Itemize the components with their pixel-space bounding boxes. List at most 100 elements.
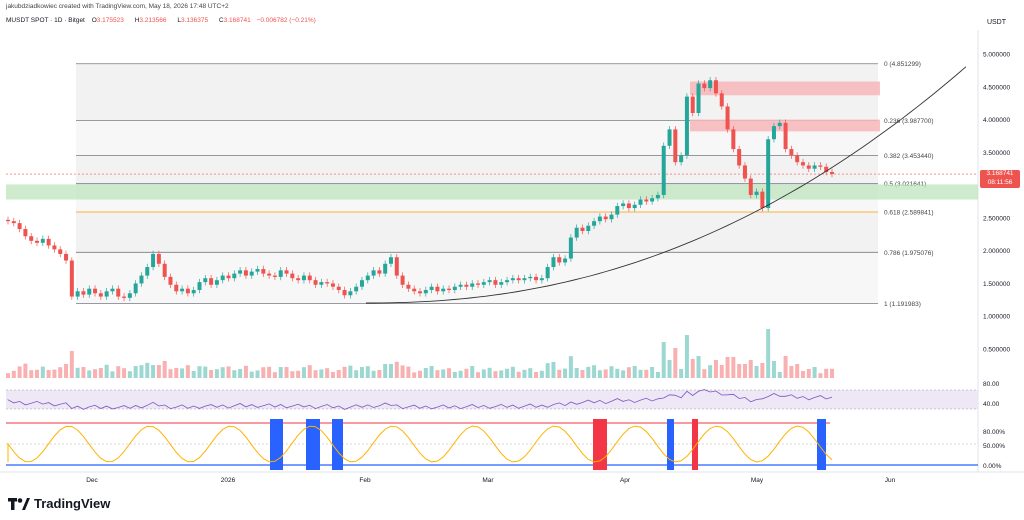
candle-body	[249, 271, 254, 276]
candle-body	[731, 129, 736, 150]
volume-bar	[679, 369, 684, 378]
volume-bar	[267, 366, 272, 378]
volume-bar	[93, 369, 98, 378]
volume-bar	[708, 365, 713, 378]
y-tick-label: 4.500000	[983, 84, 1010, 91]
candle-body	[87, 288, 92, 295]
volume-bar	[342, 366, 347, 378]
candle-body	[261, 269, 266, 274]
volume-bar	[830, 368, 834, 378]
candle-body	[592, 221, 597, 226]
volume-bar	[673, 348, 678, 378]
candle-body	[481, 282, 486, 285]
candle-body	[632, 204, 637, 209]
volume-bar	[209, 370, 214, 378]
parabolic-trendline	[366, 66, 967, 304]
candle-body	[470, 283, 475, 287]
candle-body	[209, 278, 214, 285]
candle-body	[69, 260, 74, 297]
volume-bar	[580, 370, 585, 378]
candle-body	[499, 282, 504, 285]
volume-bar	[243, 365, 248, 378]
candle-body	[545, 267, 550, 279]
candle-body	[139, 275, 144, 284]
volume-bar	[168, 369, 173, 378]
x-tick-label: Jun	[885, 477, 896, 484]
candle-body	[621, 203, 626, 207]
candle-body	[644, 199, 649, 202]
volume-bar	[406, 366, 411, 378]
candle-body	[336, 286, 341, 290]
volume-bar	[394, 361, 399, 378]
volume-bar	[493, 371, 498, 378]
rsi-tick-label: 40.00	[983, 401, 1000, 408]
volume-bar	[238, 369, 243, 378]
candle-body	[748, 178, 753, 195]
candle-body	[307, 275, 312, 281]
volume-bar	[574, 368, 579, 378]
candle-body	[795, 155, 800, 163]
candle-body	[98, 293, 103, 297]
support-zone	[6, 184, 978, 200]
fib-label: 1 (1.191983)	[884, 301, 921, 308]
volume-bar	[702, 369, 707, 378]
volume-bar	[638, 369, 643, 378]
volume-bar	[296, 370, 301, 378]
volume-bar	[818, 373, 823, 378]
volume-bar	[603, 369, 608, 378]
candle-body	[348, 291, 353, 296]
volume-bar	[354, 370, 359, 378]
y-tick-label: 1.500000	[983, 281, 1010, 288]
rsi-line	[7, 389, 833, 410]
candle-body	[330, 283, 335, 287]
symbol-label[interactable]: MUSDT SPOT · 1D · Bitget	[6, 17, 85, 24]
candle-body	[365, 275, 370, 281]
candle-body	[830, 172, 834, 174]
candle-body	[394, 257, 399, 276]
tradingview-logo-icon	[8, 497, 30, 510]
volume-bar	[307, 365, 312, 378]
last-price-value: 3.168741	[986, 170, 1014, 177]
low-label: L	[177, 17, 181, 24]
volume-bar	[644, 369, 649, 378]
candle-body	[551, 257, 556, 268]
ohlc-legend: MUSDT SPOT · 1D · Bitget O3.175523 H3.21…	[6, 17, 320, 24]
resistance-zone	[690, 81, 880, 96]
volume-bar	[476, 372, 481, 378]
volume-bar	[64, 364, 69, 378]
candle-body	[493, 280, 498, 285]
candle-body	[46, 238, 51, 246]
candle-body	[52, 245, 57, 250]
x-tick-label: Dec	[86, 477, 98, 484]
y-tick-label: 2.000000	[983, 248, 1010, 255]
volume-bar	[418, 370, 422, 378]
volume-bar	[760, 363, 765, 378]
candle-body	[783, 122, 788, 150]
volume-bar	[400, 365, 405, 378]
volume-bar	[151, 365, 156, 378]
candle-body	[505, 280, 510, 283]
candle-body	[667, 129, 672, 146]
volume-bar	[505, 368, 510, 378]
candle-body	[220, 275, 225, 281]
volume-bar	[650, 367, 655, 378]
volume-bar	[98, 368, 103, 378]
candle-body	[522, 278, 527, 281]
volume-bar	[737, 364, 742, 378]
volume-bar	[742, 364, 747, 378]
volume-bar	[52, 369, 57, 378]
volume-bar	[40, 366, 45, 378]
candle-body	[278, 270, 283, 277]
candle-body	[673, 129, 678, 163]
volume-bar	[127, 371, 132, 378]
candle-body	[185, 288, 190, 294]
volume-bar	[6, 373, 10, 378]
x-tick-label: May	[751, 477, 764, 484]
candle-body	[81, 291, 86, 295]
tradingview-logo[interactable]: TradingView	[8, 496, 110, 511]
candle-body	[452, 286, 457, 290]
volume-bar	[104, 364, 109, 378]
osc-highlight-bar	[270, 419, 283, 470]
volume-bar	[592, 365, 597, 378]
